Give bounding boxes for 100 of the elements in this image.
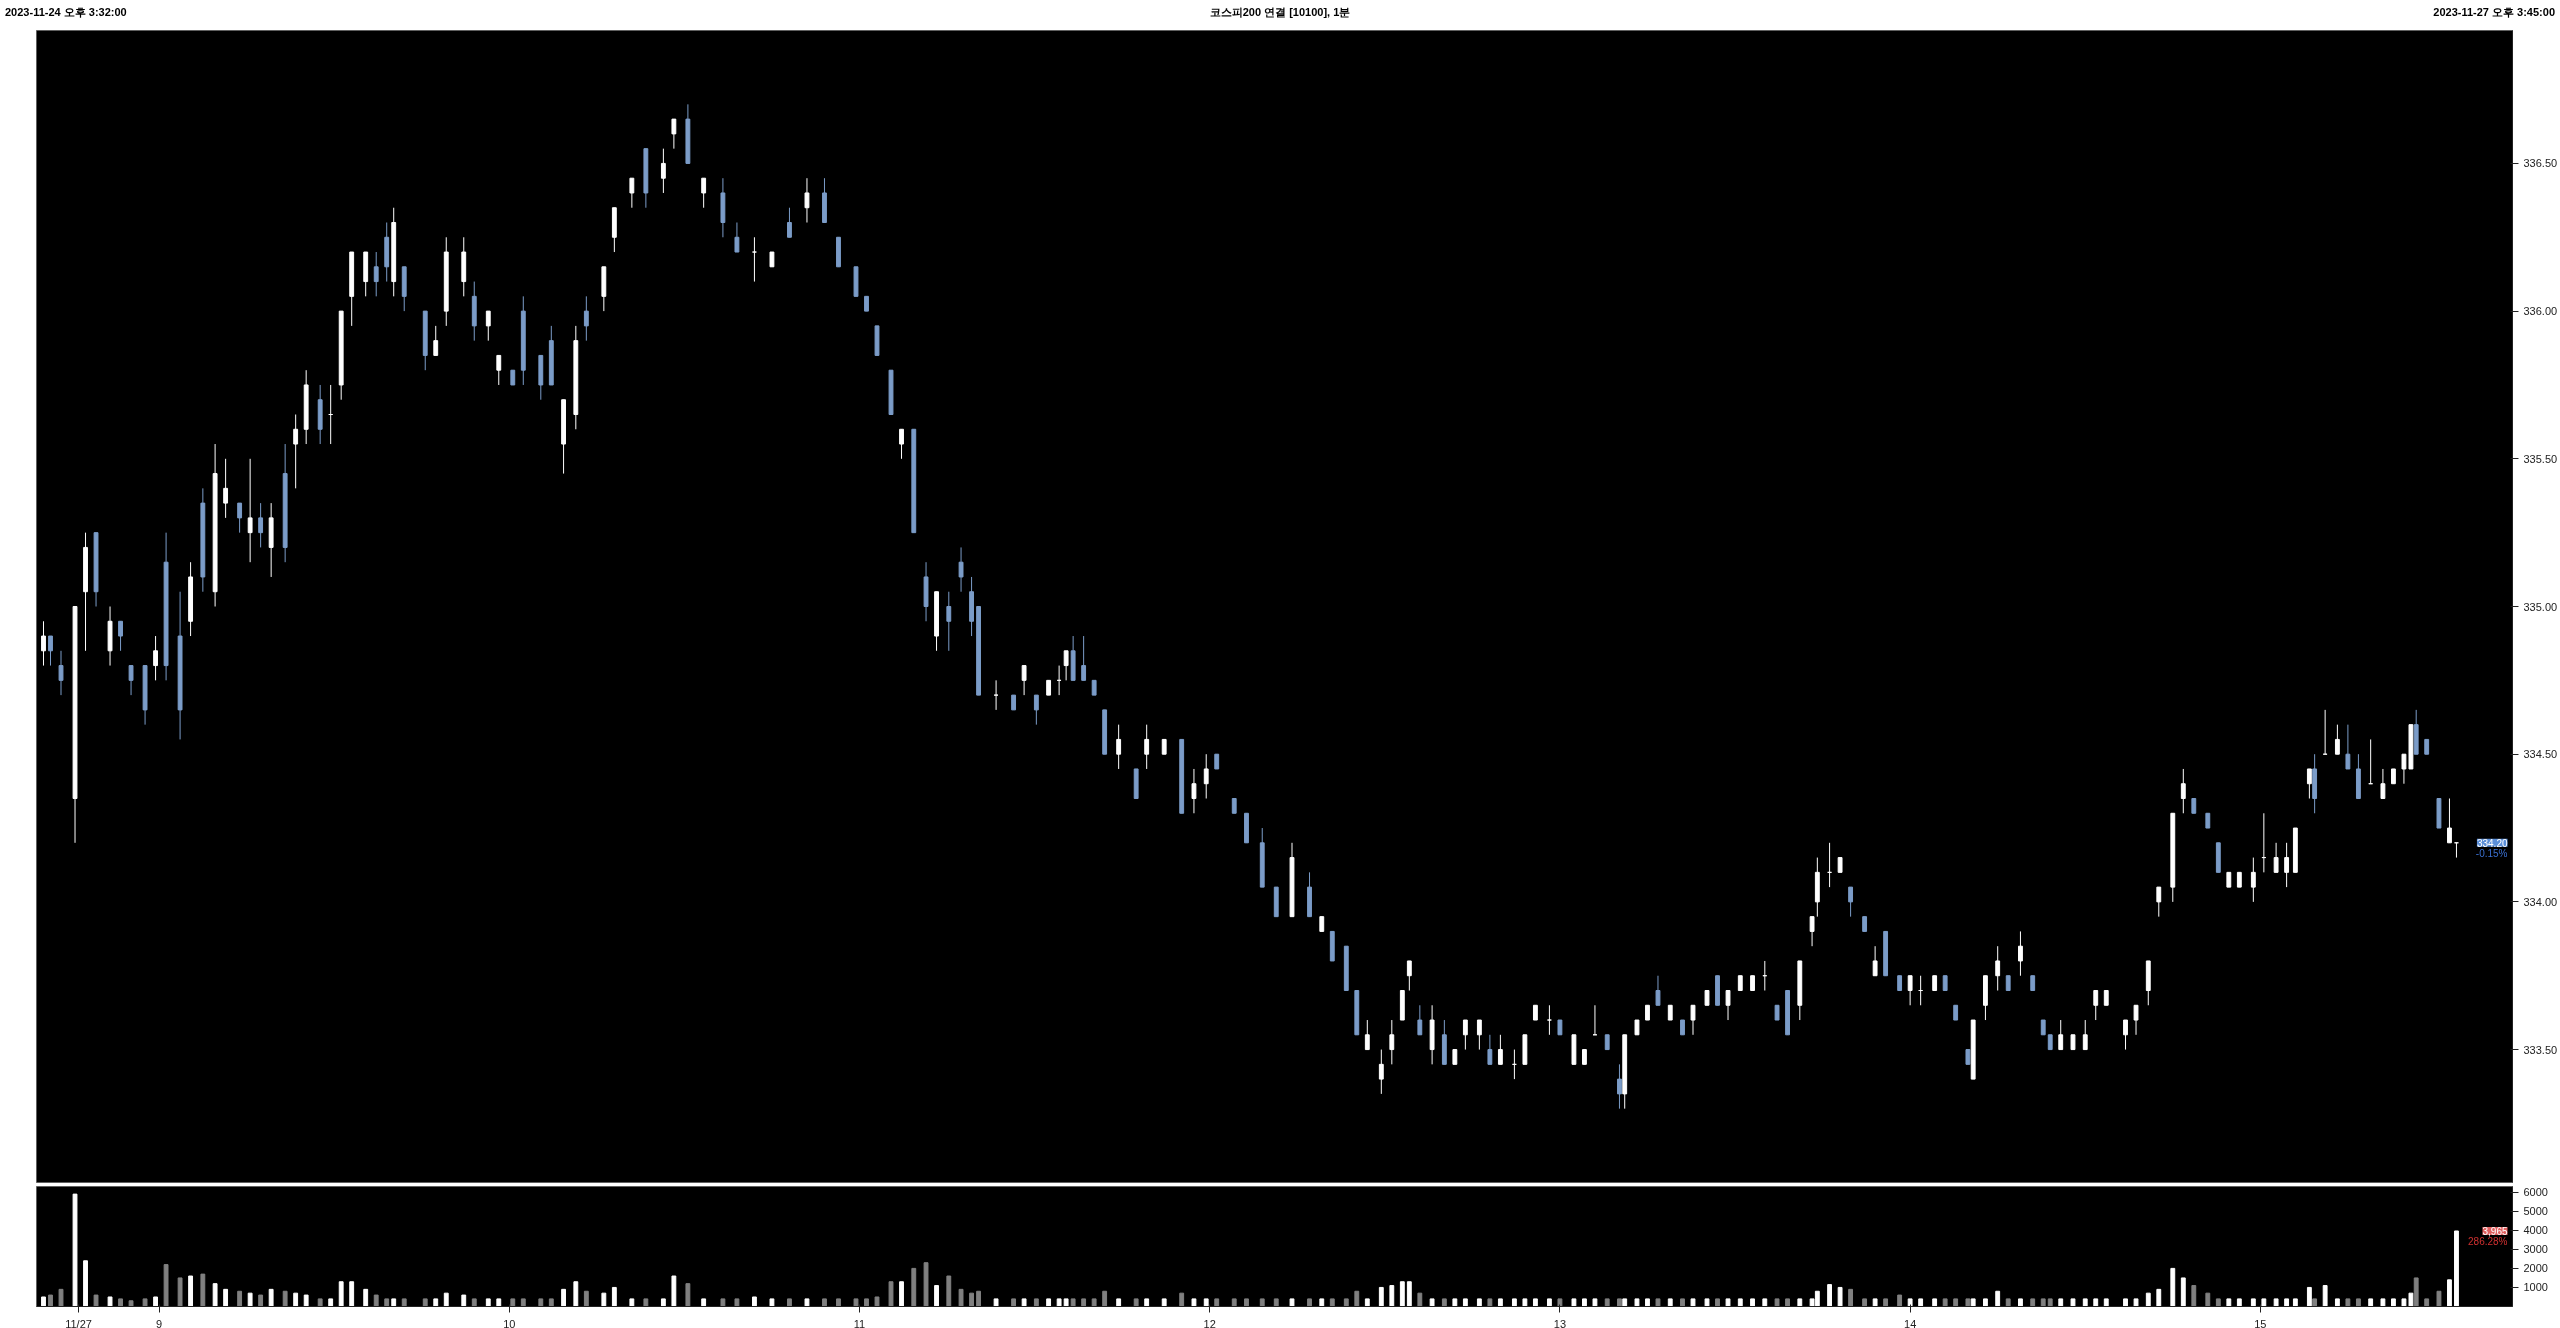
annotation: 334.20: [2476, 837, 2508, 849]
bar: [1259, 1298, 1265, 1307]
candlestick: [1725, 990, 1731, 1021]
bar: [548, 1298, 554, 1307]
candlestick: [1872, 945, 1878, 977]
bar: [720, 1298, 726, 1307]
bar: [1704, 1298, 1710, 1307]
bar: [1116, 1298, 1122, 1307]
bar: [1033, 1298, 1039, 1307]
bar: [188, 1275, 194, 1307]
candlestick: [787, 207, 792, 238]
bar: [443, 1292, 449, 1307]
candlestick: [1191, 768, 1197, 814]
bar: [349, 1281, 355, 1307]
candlestick: [1144, 724, 1150, 770]
bar: [1667, 1298, 1673, 1307]
bar: [1056, 1298, 1062, 1307]
candlestick: [2250, 857, 2256, 903]
candlestick: [2123, 1019, 2128, 1051]
bar: [611, 1286, 617, 1307]
bar: [583, 1290, 589, 1307]
bar: [142, 1298, 148, 1307]
bar: [1289, 1298, 1295, 1307]
bar: [1750, 1298, 1755, 1307]
bar: [510, 1298, 516, 1307]
bar: [1441, 1298, 1447, 1307]
bar: [1897, 1294, 1903, 1307]
bar: [2145, 1292, 2151, 1307]
bar: [2005, 1298, 2011, 1307]
bar: [864, 1298, 869, 1307]
candlestick: [2093, 990, 2099, 1021]
candlestick: [2306, 768, 2312, 799]
bar: [1715, 1298, 1720, 1307]
x-tick-label: 12: [1203, 1317, 1216, 1328]
bar: [2123, 1298, 2128, 1307]
bar: [1307, 1298, 1312, 1307]
annotation: 286.28%: [2468, 1235, 2508, 1247]
bar: [153, 1296, 158, 1307]
bar: [1417, 1292, 1423, 1307]
bar: [2170, 1267, 2176, 1307]
bar: [1102, 1290, 1108, 1307]
bar: [969, 1292, 974, 1307]
bar: [461, 1294, 467, 1307]
bar: [1995, 1290, 2001, 1307]
bar: [200, 1273, 206, 1307]
bar: [163, 1264, 169, 1307]
bar: [1797, 1298, 1803, 1307]
bar: [1690, 1298, 1696, 1307]
candlestick: [2180, 768, 2186, 814]
bar: [2355, 1298, 2361, 1307]
candlestick: [1462, 1019, 1468, 1051]
candlestick: [2018, 930, 2023, 977]
candlestick: [2334, 724, 2340, 755]
bar: [1617, 1298, 1622, 1307]
bar: [1081, 1298, 1087, 1307]
candlestick: [1995, 945, 2001, 991]
bar: [1046, 1298, 1052, 1307]
bar: [2312, 1298, 2318, 1307]
y-tick-label: 336.50: [2523, 157, 2558, 170]
bar: [787, 1298, 792, 1307]
text: 2023-11-24 오후 3:32:00: [5, 5, 127, 20]
bar: [373, 1294, 379, 1307]
bar: [923, 1262, 929, 1307]
bar: [2436, 1290, 2442, 1307]
bar: [93, 1294, 99, 1307]
bar: [629, 1298, 635, 1307]
y-tick-label: 336.00: [2523, 305, 2558, 318]
candlestick: [1476, 1019, 1482, 1051]
bar: [671, 1275, 677, 1307]
y-tick-label: 333.50: [2523, 1043, 2558, 1056]
bar: [1319, 1298, 1325, 1307]
candlestick: [734, 222, 740, 253]
bar: [1364, 1298, 1370, 1307]
bar: [2368, 1298, 2374, 1307]
bar: [573, 1281, 579, 1307]
y-tick-label: 335.00: [2523, 600, 2558, 613]
bar: [836, 1298, 841, 1307]
bar: [1161, 1298, 1167, 1307]
bar: [268, 1288, 274, 1307]
bar: [946, 1275, 952, 1307]
candlestick: [237, 502, 243, 534]
bar: [899, 1281, 904, 1307]
bar: [1785, 1298, 1790, 1307]
bar: [1021, 1298, 1027, 1307]
bar: [1354, 1290, 1360, 1307]
candlestick: [48, 635, 53, 667]
bar: [293, 1292, 299, 1307]
candlestick: [1655, 975, 1661, 1006]
bar: [1133, 1298, 1139, 1307]
candlestick: [958, 546, 964, 593]
candlestick: [1406, 960, 1412, 991]
bar: [2226, 1298, 2232, 1307]
bar: [1872, 1298, 1878, 1307]
bar: [1231, 1298, 1237, 1307]
candlestick: [373, 251, 379, 297]
bar: [1070, 1298, 1076, 1307]
bar: [107, 1296, 113, 1307]
bar: [2040, 1298, 2046, 1307]
bar: [303, 1294, 309, 1307]
bar: [2058, 1298, 2064, 1307]
